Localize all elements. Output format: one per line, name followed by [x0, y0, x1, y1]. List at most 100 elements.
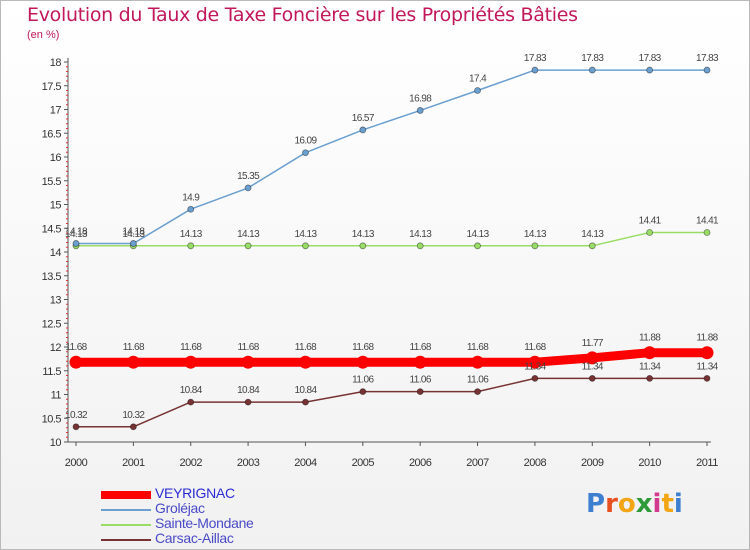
data-point-veyrignac	[528, 355, 542, 369]
data-point-veyrignac	[126, 355, 140, 369]
data-point-sainte-mondane	[474, 242, 481, 250]
data-label-grol-jac: 15.35	[237, 171, 260, 182]
data-point-carsac-aillac	[588, 374, 596, 382]
logo-letter: t	[661, 489, 674, 519]
y-tick-label: 17	[50, 105, 62, 117]
data-label-veyrignac: 11.68	[524, 342, 546, 353]
y-tick-label: 12.5	[42, 318, 62, 330]
x-tick-label: 2011	[696, 457, 718, 469]
series-line-sainte-mondane	[76, 231, 707, 247]
data-label-grol-jac: 17.83	[581, 53, 604, 64]
data-label-veyrignac: 11.68	[237, 342, 259, 353]
data-point-veyrignac	[585, 351, 599, 365]
data-point-carsac-aillac	[187, 398, 195, 406]
y-tick-label: 11	[51, 390, 62, 402]
data-point-grol-jac	[129, 240, 137, 247]
data-label-grol-jac: 17.4	[469, 74, 487, 85]
data-label-sainte-mondane: 14.41	[639, 216, 662, 227]
series-line-carsac-aillac	[76, 377, 707, 428]
data-point-veyrignac	[241, 355, 255, 369]
logo-letter: P	[586, 489, 606, 519]
data-label-grol-jac: 17.83	[639, 53, 662, 64]
data-label-veyrignac: 11.68	[65, 342, 87, 353]
data-label-carsac-aillac: 11.34	[582, 361, 604, 372]
data-label-veyrignac: 11.68	[467, 342, 489, 353]
legend-swatch	[101, 539, 151, 541]
data-label-veyrignac: 11.68	[295, 342, 317, 353]
data-point-carsac-aillac	[531, 374, 539, 382]
y-tick-label: 11.5	[42, 366, 61, 378]
data-label-grol-jac: 16.98	[409, 93, 432, 104]
legend-swatch	[101, 524, 151, 526]
data-point-grol-jac	[302, 149, 309, 157]
data-point-veyrignac	[700, 346, 714, 360]
data-point-carsac-aillac	[72, 423, 80, 431]
data-point-carsac-aillac	[646, 374, 654, 382]
data-point-sainte-mondane	[359, 242, 367, 250]
data-point-veyrignac	[643, 346, 657, 360]
data-label-veyrignac: 11.68	[352, 342, 374, 353]
data-label-sainte-mondane: 14.13	[581, 229, 604, 240]
data-point-carsac-aillac	[129, 423, 137, 431]
data-label-grol-jac: 17.83	[696, 53, 719, 64]
chart-title: Evolution du Taux de Taxe Foncière sur l…	[27, 4, 578, 26]
data-point-grol-jac	[187, 205, 195, 213]
series-lines	[76, 69, 707, 428]
series-line-grol-jac	[76, 69, 707, 245]
logo-letter: i	[652, 489, 662, 519]
data-label-grol-jac: 14.9	[182, 192, 200, 203]
legend-label: Sainte-Mondane	[155, 515, 254, 531]
data-point-grol-jac	[72, 240, 80, 247]
proxiti-logo: Proxiti	[586, 489, 683, 519]
data-label-carsac-aillac: 11.34	[639, 361, 661, 372]
data-label-sainte-mondane: 14.13	[524, 229, 547, 240]
x-tick-label: 2004	[294, 457, 317, 469]
y-tick-label: 16	[50, 152, 62, 164]
data-label-sainte-mondane: 14.13	[237, 229, 260, 240]
x-tick-label: 2005	[352, 457, 375, 469]
data-point-sainte-mondane	[416, 242, 424, 250]
data-label-grol-jac: 16.09	[294, 136, 317, 147]
legend-swatch	[101, 491, 151, 499]
data-label-grol-jac: 16.57	[352, 113, 375, 124]
x-tick-label: 2009	[581, 457, 604, 469]
y-tick-label: 14	[50, 247, 62, 259]
data-label-carsac-aillac: 11.06	[352, 375, 374, 386]
y-tick-label: 10	[50, 437, 62, 449]
data-point-grol-jac	[588, 66, 596, 74]
data-label-sainte-mondane: 14.13	[409, 229, 432, 240]
data-point-grol-jac	[646, 66, 654, 74]
logo-letter: i	[673, 489, 683, 519]
data-label-carsac-aillac: 11.06	[467, 375, 489, 386]
data-point-sainte-mondane	[588, 242, 596, 250]
data-point-veyrignac	[356, 355, 370, 369]
data-point-grol-jac	[359, 126, 367, 134]
legend-label: Carsac-Aillac	[155, 530, 234, 546]
data-label-veyrignac: 11.68	[123, 342, 145, 353]
data-label-sainte-mondane: 14.13	[65, 229, 88, 240]
x-tick-label: 2002	[179, 457, 202, 469]
x-tick-label: 2010	[638, 457, 661, 469]
data-point-sainte-mondane	[187, 242, 195, 250]
y-tick-label: 15.5	[42, 176, 62, 188]
data-point-veyrignac	[184, 355, 198, 369]
data-label-carsac-aillac: 11.34	[696, 361, 718, 372]
y-tick-label: 15	[50, 200, 62, 212]
data-point-grol-jac	[703, 66, 711, 74]
data-point-sainte-mondane	[531, 242, 539, 250]
data-point-veyrignac	[69, 355, 83, 369]
y-tick-label: 12	[50, 342, 62, 354]
data-point-grol-jac	[531, 66, 539, 74]
data-point-sainte-mondane	[244, 242, 252, 250]
data-label-sainte-mondane: 14.13	[352, 229, 375, 240]
data-label-grol-jac: 14.18	[122, 226, 145, 237]
data-label-sainte-mondane: 14.13	[467, 229, 490, 240]
data-point-veyrignac	[471, 355, 485, 369]
data-label-sainte-mondane: 14.41	[696, 216, 719, 227]
data-label-carsac-aillac: 10.84	[180, 385, 203, 396]
logo-letter: o	[617, 489, 636, 519]
data-point-grol-jac	[416, 107, 424, 114]
data-label-carsac-aillac: 10.84	[294, 385, 317, 396]
logo-letter: x	[635, 489, 653, 519]
x-tick-label: 2003	[237, 457, 260, 469]
